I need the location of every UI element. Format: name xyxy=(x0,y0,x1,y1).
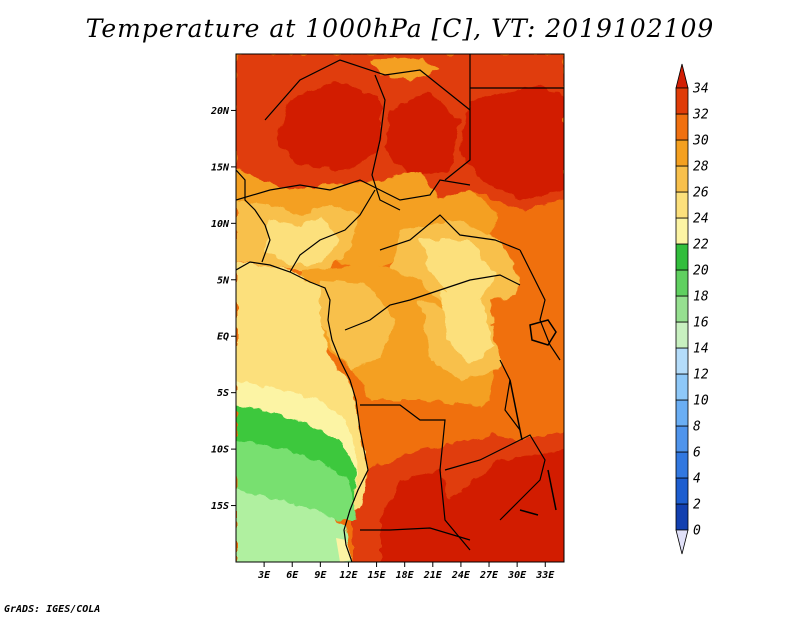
colorbar-band xyxy=(675,165,689,193)
field-central-24 xyxy=(420,240,495,300)
colorbar-label: 34 xyxy=(692,82,709,97)
border-car xyxy=(379,214,521,251)
colorbar-band xyxy=(675,269,689,297)
colorbar-band xyxy=(675,191,689,219)
field-north-34b xyxy=(385,90,460,175)
colorbar-band xyxy=(675,87,689,115)
colorbar-label: 18 xyxy=(693,290,709,305)
border-zambia xyxy=(444,434,546,521)
field-north-34c xyxy=(460,85,564,200)
colorbar-band xyxy=(675,113,689,141)
border-libya-egypt xyxy=(444,54,471,181)
lake-tanganyika xyxy=(509,379,523,441)
lon-tick-label: 24E xyxy=(451,570,471,581)
colorbar-band xyxy=(675,477,689,505)
lon-tick-label: 27E xyxy=(479,570,499,581)
lon-tick-label: 6E xyxy=(286,570,299,581)
colorbar-label: 16 xyxy=(693,316,709,331)
field-southcongo-30 xyxy=(360,400,510,465)
grads-credit: GrADS: IGES/COLA xyxy=(4,604,101,615)
colorbar-band xyxy=(675,243,689,271)
boundaries xyxy=(236,54,564,562)
colorbar-band xyxy=(675,451,689,479)
colorbar-label: 8 xyxy=(693,420,701,435)
lon-tick-label: 18E xyxy=(396,570,415,581)
lat-tick-label: 5N xyxy=(217,275,230,286)
lat-tick-label: 10S xyxy=(211,445,229,456)
lat-tick-label: 15N xyxy=(211,162,230,173)
colorbar-band xyxy=(675,139,689,167)
colorbar-band xyxy=(675,399,689,427)
lake-victoria xyxy=(529,319,557,346)
colorbar-label: 26 xyxy=(693,186,709,201)
lon-tick-label: 9E xyxy=(314,570,327,581)
colorbar-label: 30 xyxy=(692,134,709,149)
lake-malawi xyxy=(547,469,557,511)
latitude-axis: 20N 15N 10N 5N EQ 5S 10S 15S xyxy=(210,106,236,512)
colorbar-band xyxy=(675,347,689,375)
border-niger-chad xyxy=(236,179,471,201)
temperature-field xyxy=(236,54,564,562)
border-east xyxy=(519,249,561,361)
colorbar-over-arrow xyxy=(675,63,689,89)
field-eastafrica-30 xyxy=(490,295,564,440)
lon-tick-label: 12E xyxy=(339,570,358,581)
lakes xyxy=(509,319,557,516)
border-congo xyxy=(344,274,521,331)
border-drc-angola xyxy=(360,404,471,551)
lat-tick-label: 10N xyxy=(211,219,230,230)
colorbar-under-arrow xyxy=(675,529,689,555)
colorbar-label: 32 xyxy=(692,108,709,123)
border-chad-sudan xyxy=(371,74,401,211)
colorbar-label: 20 xyxy=(693,264,709,279)
border-nigeria-cameroon xyxy=(289,189,376,273)
field-congo-24 xyxy=(440,290,495,365)
field-south-34 xyxy=(380,450,564,562)
colorbar-label: 2 xyxy=(693,498,701,513)
colorbar-band xyxy=(675,321,689,349)
border-coast-west xyxy=(236,169,271,263)
colorbar-band xyxy=(675,217,689,245)
lat-tick-label: 5S xyxy=(217,388,229,399)
border-lake-east xyxy=(499,359,521,431)
field-north-34a xyxy=(275,80,380,170)
colorbar-band xyxy=(675,425,689,453)
border-sahara xyxy=(264,59,471,121)
field-westafrica-24 xyxy=(265,215,340,265)
lat-tick-label: 15S xyxy=(211,501,229,512)
colorbar-label: 6 xyxy=(693,446,701,461)
lat-tick-label: 20N xyxy=(210,106,230,117)
colorbar-label: 24 xyxy=(693,212,709,227)
lon-tick-label: 33E xyxy=(535,570,555,581)
border-namibia xyxy=(360,527,471,541)
colorbar-label: 12 xyxy=(693,368,709,383)
field-ocean-16 xyxy=(236,490,351,562)
longitude-axis: 3E 6E 9E 12E 15E 18E 21E 24E 27E 30E 33E xyxy=(257,562,555,581)
lake-kariba xyxy=(519,509,539,516)
lat-tick-label: EQ xyxy=(217,332,229,343)
lon-tick-label: 21E xyxy=(423,570,443,581)
chart-title: Temperature at 1000hPa [C], VT: 20191021… xyxy=(85,14,715,43)
colorbar-label: 22 xyxy=(693,238,709,253)
colorbar-label: 28 xyxy=(693,160,709,175)
colorbar-band xyxy=(675,373,689,401)
colorbar-label: 4 xyxy=(693,472,701,487)
map-frame xyxy=(235,53,565,563)
colorbar-band xyxy=(675,503,689,531)
colorbar-band xyxy=(675,295,689,323)
colorbar-label: 10 xyxy=(693,394,709,409)
coastal-strip xyxy=(336,538,352,562)
lon-tick-label: 15E xyxy=(368,570,387,581)
lon-tick-label: 30E xyxy=(507,570,527,581)
lon-tick-label: 3E xyxy=(257,570,271,581)
colorbar-label: 0 xyxy=(693,524,701,539)
colorbar-label: 14 xyxy=(693,342,709,357)
